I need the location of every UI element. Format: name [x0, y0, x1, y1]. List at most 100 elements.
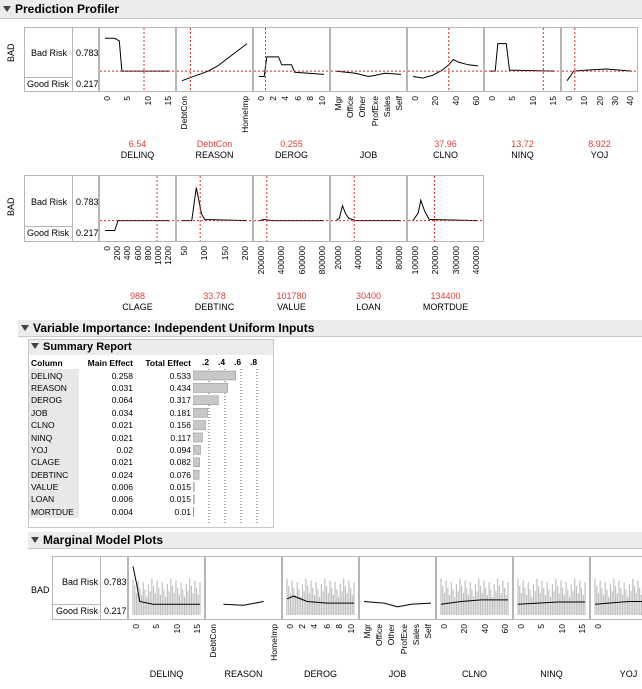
tick-label: 800000	[317, 246, 327, 275]
tick-label: 800	[142, 246, 153, 261]
tick-label: DebtCon	[179, 96, 189, 130]
tick-label: 0	[487, 96, 497, 101]
marginal-good-risk-value: 0.217	[104, 606, 127, 616]
marginal-plot-reason[interactable]	[205, 556, 282, 620]
profile-plot-reason[interactable]	[176, 27, 253, 92]
tick-label: 50	[179, 246, 189, 256]
column-cell: CLAGE	[29, 456, 79, 469]
importance-bar	[193, 395, 219, 406]
main-effect-cell: 0.006	[111, 482, 133, 493]
marginal-plot-yoj[interactable]	[590, 556, 642, 620]
marginal-line	[132, 566, 200, 605]
marginal-line	[286, 595, 354, 604]
profile-plot-job[interactable]	[330, 27, 407, 92]
marginal-plot-clno[interactable]	[436, 556, 513, 620]
bad-risk-label: Bad Risk	[31, 48, 68, 58]
tick-label: 6	[321, 624, 332, 629]
marginal-plot-delinq[interactable]	[128, 556, 205, 620]
profile-plot-yoj[interactable]	[561, 27, 638, 92]
bad-risk-value: 0.783	[76, 48, 99, 58]
tick-label: 0	[102, 96, 112, 101]
marginal-curve-reason	[223, 601, 264, 606]
marginal-model-plots-title: Marginal Model Plots	[43, 533, 164, 547]
tick-label: Mgr	[362, 624, 372, 639]
importance-bar	[193, 482, 195, 492]
factor-name-delinq: DELINQ	[120, 150, 155, 160]
profile-curve-yoj	[562, 28, 637, 91]
factor-name-clage: CLAGE	[122, 302, 153, 312]
current-value-clno[interactable]: 37.96	[434, 139, 457, 149]
tick-label: 4	[309, 624, 320, 629]
table-row: YOJ 0.02 0.094	[29, 443, 193, 457]
total-effect-cell: 0.533	[169, 370, 191, 381]
tick-label: 6	[292, 96, 303, 101]
tick-label: 5	[536, 624, 547, 629]
marginal-plot-job[interactable]	[359, 556, 436, 620]
profile-plot-delinq[interactable]	[99, 27, 176, 92]
marginal-plot-derog[interactable]	[282, 556, 359, 620]
tick-label: 40	[450, 96, 461, 106]
current-value-debtinc[interactable]: 33.78	[203, 291, 226, 301]
table-row: DEBTINC 0.024 0.076	[29, 468, 193, 481]
total-effect-cell: 0.094	[169, 444, 191, 455]
marginal-plot-ninq[interactable]	[513, 556, 590, 620]
tick-label: 40	[479, 624, 490, 634]
importance-bar	[193, 370, 236, 381]
tick-label: 80000	[394, 246, 404, 270]
tick-label: 20	[430, 96, 441, 106]
summary-report-header[interactable]: Summary Report	[29, 340, 273, 355]
factor-name-yoj: YOJ	[590, 150, 609, 160]
good-risk-value-2: 0.217	[76, 228, 99, 238]
profile-curve-mortdue	[408, 176, 483, 241]
current-value-delinq[interactable]: 6.54	[128, 139, 147, 149]
tick-label: 0	[285, 624, 295, 629]
tick-label: 150	[219, 246, 230, 261]
current-value-clage[interactable]: 988	[129, 291, 146, 301]
marginal-factor-reason: REASON	[224, 669, 263, 679]
profile-plot-debtinc[interactable]	[176, 175, 253, 242]
collapse-triangle-icon[interactable]	[21, 325, 29, 331]
tick-label: 10	[556, 624, 567, 634]
current-value-yoj[interactable]: 8.922	[588, 139, 611, 149]
profile-curve-ninq	[485, 28, 560, 91]
current-value-reason[interactable]: DebtCon	[196, 139, 233, 149]
profile-plot-clno[interactable]	[407, 27, 484, 92]
current-value-mortdue[interactable]: 134400	[430, 291, 461, 301]
total-effect-header: Total Effect	[145, 358, 191, 369]
profile-plot-derog[interactable]	[253, 27, 330, 92]
tick-label: Other	[386, 624, 397, 646]
current-value-value[interactable]: 101780	[276, 291, 307, 301]
marginal-model-plots-header[interactable]: Marginal Model Plots	[28, 532, 642, 549]
main-effect-cell: 0.021	[111, 432, 133, 443]
profile-plot-loan[interactable]	[330, 175, 407, 242]
profile-plot-mortdue[interactable]	[407, 175, 484, 242]
profiler-y-label-row1: BAD	[6, 43, 16, 62]
tick-label: 20	[594, 96, 605, 106]
current-value-ninq[interactable]: 13.72	[511, 139, 534, 149]
collapse-triangle-icon[interactable]	[31, 537, 39, 543]
current-value-loan[interactable]: 30400	[355, 291, 382, 301]
tick-label: HomeImp	[240, 96, 250, 133]
current-value-derog[interactable]: 0.255	[280, 139, 303, 149]
marginal-band	[517, 578, 586, 615]
marginal-factor-clno: CLNO	[461, 669, 487, 679]
tick-label: 0	[131, 624, 141, 629]
tick-label: 100000	[410, 246, 420, 275]
factor-name-debtinc: DEBTINC	[194, 302, 235, 312]
table-row: DELINQ 0.258 0.533	[29, 369, 193, 382]
profile-plot-ninq[interactable]	[484, 27, 561, 92]
column-cell: JOB	[29, 406, 79, 419]
marginal-band	[440, 578, 509, 615]
collapse-triangle-icon[interactable]	[3, 6, 11, 12]
profile-plot-value[interactable]	[253, 175, 330, 242]
profile-curve-value	[254, 176, 329, 241]
prediction-profiler-header[interactable]: Prediction Profiler	[0, 0, 642, 19]
profile-plot-clage[interactable]	[99, 175, 176, 242]
variable-importance-header[interactable]: Variable Importance: Independent Uniform…	[18, 320, 642, 337]
marginal-factor-delinq: DELINQ	[149, 669, 184, 679]
profile-line	[259, 56, 325, 77]
marginal-curve-delinq	[132, 566, 201, 615]
collapse-triangle-icon[interactable]	[31, 343, 39, 349]
marginal-factor-yoj: YOJ	[619, 669, 638, 679]
importance-axis-tick: .2	[202, 357, 210, 367]
